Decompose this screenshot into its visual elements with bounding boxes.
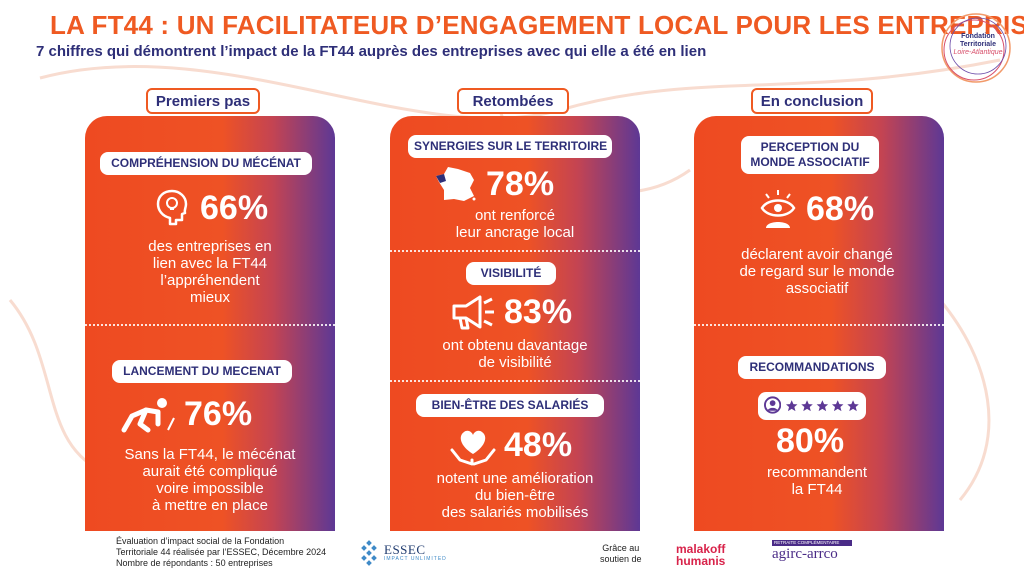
person-icon	[764, 396, 782, 414]
section-divider	[694, 324, 944, 326]
section-label-perception: PERCEPTION DU MONDE ASSOCIATIF	[741, 136, 879, 174]
column-header-retombees: Retombées	[457, 88, 569, 114]
section-label-bien-etre: BIEN-ÊTRE DES SALARIÉS	[416, 394, 604, 417]
stat-visibilite: 83%	[448, 292, 572, 332]
stat-value: 48%	[504, 425, 573, 464]
column-retombees	[390, 116, 640, 531]
heart-hands-icon	[450, 430, 496, 466]
lightbulb-head-icon	[156, 189, 188, 226]
stat-description: ont renforcé leur ancrage local	[455, 207, 575, 241]
section-divider	[390, 380, 640, 382]
stat-comprehension: 66%	[148, 188, 268, 228]
stat-value: 68%	[806, 189, 875, 228]
stat-description: ont obtenu davantage de visibilité	[442, 337, 588, 371]
section-label-lancement: LANCEMENT DU MECENAT	[112, 360, 292, 383]
stat-perception: 68%	[758, 188, 874, 230]
agirc-arrco-logo: RETRAITE COMPLÉMENTAIRE agirc-arrco	[772, 540, 852, 562]
stat-value: 66%	[200, 188, 269, 227]
stat-lancement: 76%	[118, 394, 252, 434]
stat-description: notent une amélioration du bien-être des…	[436, 470, 594, 521]
column-header-premiers-pas: Premiers pas	[146, 88, 260, 114]
support-label: Grâce au soutien de	[600, 543, 642, 564]
section-label-visibilite: VISIBILITÉ	[466, 262, 556, 285]
column-premiers-pas	[85, 116, 335, 531]
section-label-recommandations: RECOMMANDATIONS	[738, 356, 886, 379]
ft44-logo	[941, 13, 1011, 83]
stat-description: des entreprises en lien avec la FT44 l’a…	[148, 238, 272, 306]
section-label-synergies: SYNERGIES SUR LE TERRITOIRE	[408, 135, 612, 158]
runner-start-icon	[121, 398, 175, 433]
stat-description: Sans la FT44, le mécénat aurait été comp…	[124, 446, 296, 514]
stat-value: 76%	[184, 394, 253, 433]
france-map-icon	[436, 167, 476, 201]
stat-value: 78%	[486, 164, 555, 203]
five-stars-icon	[786, 400, 860, 412]
essec-logo: ESSEC IMPACT UNLIMITED	[358, 540, 447, 566]
section-divider	[390, 250, 640, 252]
page-subtitle: 7 chiffres qui démontrent l’impact de la…	[36, 43, 707, 60]
rating-stars-icon	[758, 392, 866, 420]
stat-synergies: 78%	[434, 164, 554, 204]
column-en-conclusion	[694, 116, 944, 531]
eye-person-icon	[760, 190, 796, 228]
stat-recommandations: 80%	[776, 422, 844, 461]
column-header-en-conclusion: En conclusion	[751, 88, 873, 114]
section-divider	[85, 324, 335, 326]
ft44-logo-text: Fondation Territoriale Loire-Atlantique	[953, 33, 1003, 56]
stat-value: 80%	[776, 422, 845, 460]
stat-description: recommandent la FT44	[766, 464, 868, 498]
section-label-comprehension: COMPRÉHENSION DU MÉCÉNAT	[100, 152, 312, 175]
footer-note: Évaluation d’impact social de la Fondati…	[116, 536, 327, 568]
stat-description: déclarent avoir changé de regard sur le …	[739, 246, 895, 297]
stat-value: 83%	[504, 292, 573, 331]
megaphone-icon	[452, 295, 494, 330]
page-title: LA FT44 : UN FACILITATEUR D’ENGAGEMENT L…	[50, 10, 1024, 40]
stat-bien-etre: 48%	[450, 424, 572, 466]
essec-emblem-icon	[361, 540, 377, 566]
malakoff-humanis-logo: malakoff humanis	[676, 542, 726, 568]
